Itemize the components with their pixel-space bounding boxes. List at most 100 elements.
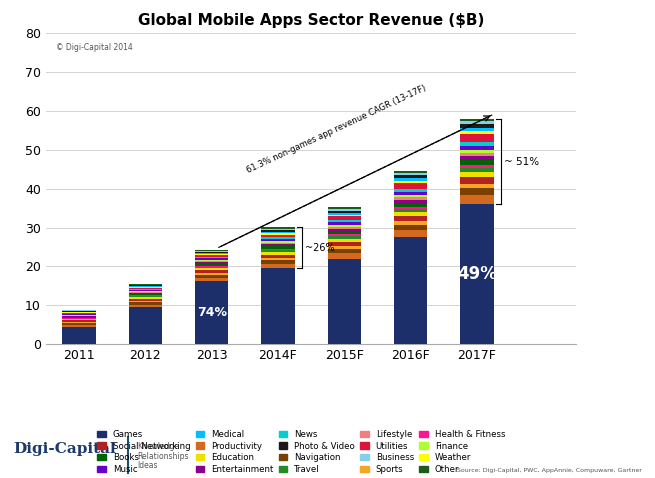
Bar xyxy=(460,121,493,124)
Bar xyxy=(195,260,228,261)
Bar xyxy=(460,165,493,168)
Bar xyxy=(195,266,228,267)
Bar xyxy=(261,260,295,264)
Bar xyxy=(195,275,228,278)
Bar xyxy=(129,290,162,292)
Bar xyxy=(129,301,162,302)
Bar xyxy=(394,212,427,216)
Bar xyxy=(394,195,427,197)
Bar xyxy=(195,250,228,251)
Bar xyxy=(261,250,295,252)
Text: 61.3% non-games app revenue CAGR (13-17F): 61.3% non-games app revenue CAGR (13-17F… xyxy=(245,84,427,175)
Bar xyxy=(328,259,361,344)
Bar xyxy=(460,168,493,172)
Bar xyxy=(62,319,96,320)
Bar xyxy=(394,216,427,221)
Bar xyxy=(195,257,228,259)
Bar xyxy=(62,322,96,323)
Bar xyxy=(328,227,361,229)
Bar xyxy=(261,239,295,241)
Bar xyxy=(62,320,96,322)
Bar xyxy=(460,188,493,196)
Bar xyxy=(195,264,228,266)
Bar xyxy=(394,221,427,225)
Bar xyxy=(394,189,427,192)
Text: Digi-Capital: Digi-Capital xyxy=(13,442,116,456)
Bar xyxy=(328,242,361,246)
Bar xyxy=(394,209,427,212)
Bar xyxy=(261,264,295,269)
Bar xyxy=(261,246,295,249)
Bar xyxy=(261,252,295,255)
Bar xyxy=(62,317,96,318)
Text: © Digi-Capital 2014: © Digi-Capital 2014 xyxy=(56,43,133,52)
Bar xyxy=(261,232,295,233)
Bar xyxy=(195,254,228,255)
Bar xyxy=(261,249,295,250)
Bar xyxy=(62,313,96,314)
Bar xyxy=(460,150,493,153)
Text: 74%: 74% xyxy=(196,306,227,319)
Text: Knowledge: Knowledge xyxy=(138,442,179,451)
Bar xyxy=(394,200,427,203)
Bar xyxy=(195,253,228,254)
Bar xyxy=(394,230,427,238)
Bar xyxy=(195,251,228,253)
Bar xyxy=(129,307,162,344)
Bar xyxy=(394,175,427,178)
Bar xyxy=(261,241,295,243)
Bar xyxy=(328,213,361,215)
Bar xyxy=(62,314,96,315)
Bar xyxy=(129,304,162,307)
Bar xyxy=(328,239,361,242)
Bar xyxy=(460,134,493,142)
Bar xyxy=(195,255,228,257)
Bar xyxy=(394,225,427,230)
Bar xyxy=(328,253,361,259)
Text: 49%: 49% xyxy=(457,265,497,283)
Bar xyxy=(460,142,493,146)
Bar xyxy=(129,299,162,301)
Bar xyxy=(394,178,427,181)
Bar xyxy=(328,234,361,237)
Text: Source: Digi-Capital, PWC, AppAnnie, Compuware, Gartner: Source: Digi-Capital, PWC, AppAnnie, Com… xyxy=(457,468,642,473)
Bar xyxy=(62,318,96,319)
Bar xyxy=(261,243,295,244)
Bar xyxy=(394,206,427,209)
Bar xyxy=(328,209,361,210)
Bar xyxy=(129,284,162,285)
Bar xyxy=(129,297,162,299)
Bar xyxy=(394,183,427,189)
Bar xyxy=(394,173,427,175)
Bar xyxy=(328,222,361,225)
Bar xyxy=(195,273,228,275)
Bar xyxy=(460,177,493,184)
Bar xyxy=(62,325,96,326)
Bar xyxy=(129,292,162,293)
Bar xyxy=(129,295,162,296)
Bar xyxy=(129,285,162,286)
Bar xyxy=(460,146,493,150)
Bar xyxy=(394,203,427,206)
Bar xyxy=(460,196,493,205)
Bar xyxy=(394,181,427,183)
Text: Ideas: Ideas xyxy=(138,461,158,470)
Bar xyxy=(62,311,96,312)
Bar xyxy=(129,293,162,294)
Bar xyxy=(328,210,361,213)
Bar xyxy=(460,128,493,131)
Bar xyxy=(261,230,295,232)
Bar xyxy=(195,278,228,281)
Bar xyxy=(328,207,361,209)
Bar xyxy=(195,268,228,270)
Bar xyxy=(460,119,493,121)
Bar xyxy=(460,205,493,344)
Bar xyxy=(195,281,228,344)
Bar xyxy=(460,172,493,177)
Bar xyxy=(328,237,361,239)
Bar xyxy=(261,233,295,235)
Bar xyxy=(129,296,162,297)
Bar xyxy=(460,184,493,188)
Bar xyxy=(261,255,295,258)
Bar xyxy=(129,289,162,290)
